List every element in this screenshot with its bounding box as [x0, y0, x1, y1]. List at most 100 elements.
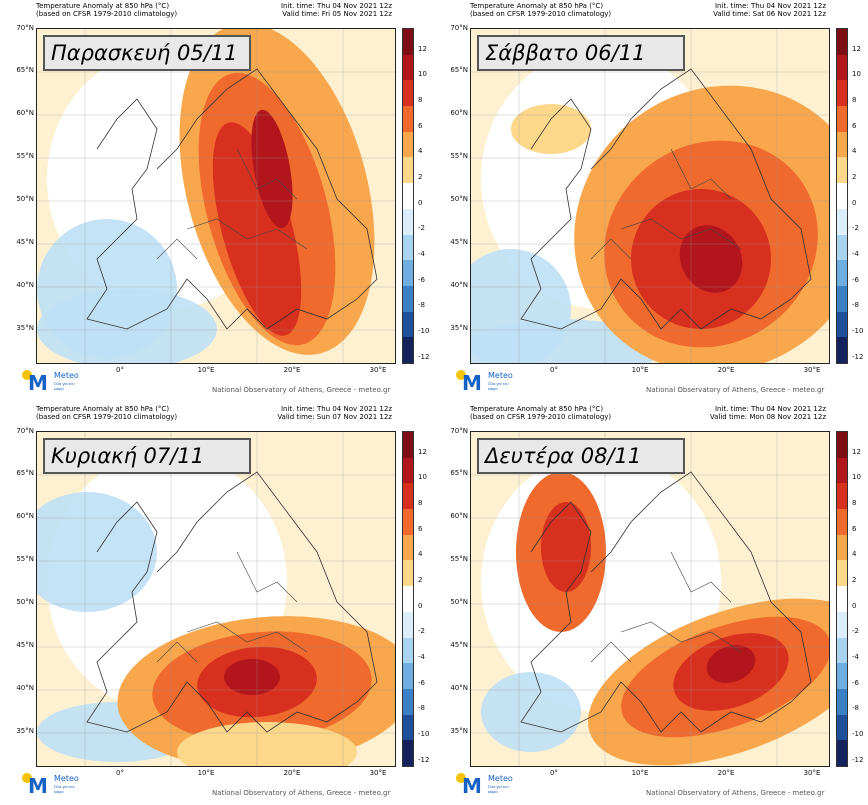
latitude-label: 55°N [16, 555, 34, 563]
colorbar-label: -2 [852, 224, 859, 233]
colorbar-label: 4 [852, 147, 857, 156]
latitude-label: 70°N [450, 427, 468, 435]
anomaly-map: Κυριακή 07/11 [36, 431, 396, 767]
longitude-label: 0° [550, 769, 558, 777]
colorbar-label: 0 [418, 601, 423, 610]
colorbar-label: 0 [852, 601, 857, 610]
longitude-label: 0° [116, 769, 124, 777]
colorbar-swatch [837, 457, 847, 484]
logo-mark: M [462, 371, 482, 395]
latitude-label: 55°N [450, 152, 468, 160]
colorbar-swatch [837, 560, 847, 587]
colorbar-swatch [837, 637, 847, 664]
longitude-label: 0° [116, 366, 124, 374]
colorbar-label: -8 [418, 301, 425, 310]
colorbar-swatch [837, 688, 847, 715]
colorbar-swatch [837, 208, 847, 235]
longitude-label: 10°E [631, 366, 649, 374]
colorbar-swatch [837, 714, 847, 741]
colorbar-label: 4 [852, 550, 857, 559]
time-info: Init. time: Thu 04 Nov 2021 12z Valid ti… [270, 2, 392, 18]
latitude-label: 35°N [450, 727, 468, 735]
credit-text: National Observatory of Athens, Greece -… [212, 789, 391, 797]
colorbar-label: 6 [852, 524, 857, 533]
credit-text: National Observatory of Athens, Greece -… [646, 789, 825, 797]
coastline [86, 68, 378, 330]
longitude-label: 20°E [283, 366, 301, 374]
init-time: Init. time: Thu 04 Nov 2021 12z [280, 2, 392, 10]
borders [590, 148, 742, 260]
valid-time: Valid time: Mon 08 Nov 2021 12z [709, 413, 826, 421]
colorbar-label: -2 [852, 627, 859, 636]
colorbar-swatch [403, 560, 413, 587]
product-title: Temperature Anomaly at 850 hPa (°C) (bas… [36, 405, 177, 421]
valid-time: Valid time: Sat 06 Nov 2021 12z [713, 10, 826, 18]
logo-tagline: Όλα για τον καιρό [488, 381, 509, 391]
colorbar-label: 10 [418, 70, 427, 79]
colorbar-swatch [837, 80, 847, 107]
colorbar-label: 10 [852, 473, 861, 482]
colorbar-swatch [837, 611, 847, 638]
colorbar-label: 8 [418, 95, 423, 104]
colorbar-label: -6 [852, 275, 859, 284]
colorbar-label: -8 [852, 301, 859, 310]
warm-anomaly-3 [706, 645, 756, 683]
day-label: Παρασκευή 05/11 [43, 35, 251, 71]
colorbar-swatch [837, 432, 847, 458]
warm-anomaly-3 [251, 109, 293, 229]
colorbar-swatch [837, 157, 847, 184]
colorbar-label: -6 [418, 275, 425, 284]
borders [156, 148, 308, 260]
colorbar-swatch [837, 131, 847, 158]
longitude-label: 20°E [717, 366, 735, 374]
latitude-label: 45°N [450, 238, 468, 246]
colorbar-label: 6 [418, 121, 423, 130]
latitude-label: 70°N [16, 427, 34, 435]
colorbar-label: -2 [418, 224, 425, 233]
colorbar-label: -4 [418, 653, 425, 662]
product-line-1: Temperature Anomaly at 850 hPa (°C) [36, 405, 170, 413]
colorbar-label: -2 [418, 627, 425, 636]
longitude-label: 20°E [717, 769, 735, 777]
colorbar-swatch [837, 337, 847, 363]
colorbar-label: -12 [852, 352, 864, 361]
colorbar-label: 12 [852, 447, 861, 456]
latitude-label: 65°N [450, 469, 468, 477]
colorbar-label: -4 [852, 250, 859, 259]
colorbar-label: -4 [852, 653, 859, 662]
cold-anomaly-0 [37, 492, 157, 612]
latitude-label: 40°N [16, 684, 34, 692]
longitude-label: 30°E [369, 769, 387, 777]
colorbar-label: -10 [418, 327, 430, 336]
sun-icon [22, 773, 32, 783]
latitude-label: 40°N [450, 281, 468, 289]
latitude-label: 60°N [16, 512, 34, 520]
colorbar-swatch [403, 740, 413, 766]
colorbar-swatch [403, 483, 413, 510]
warm-anomaly-4 [511, 104, 591, 154]
latitude-label: 50°N [450, 598, 468, 606]
latitude-label: 65°N [450, 66, 468, 74]
product-line-1: Temperature Anomaly at 850 hPa (°C) [470, 2, 604, 10]
latitude-label: 40°N [450, 684, 468, 692]
logo-mark: M [28, 371, 48, 395]
sun-icon [456, 773, 466, 783]
colorbar-swatch [837, 54, 847, 81]
product-line-1: Temperature Anomaly at 850 hPa (°C) [470, 405, 604, 413]
init-time: Init. time: Thu 04 Nov 2021 12z [714, 405, 826, 413]
colorbar-swatch [403, 80, 413, 107]
latitude-label: 65°N [16, 469, 34, 477]
longitude-label: 10°E [197, 769, 215, 777]
longitude-label: 0° [550, 366, 558, 374]
colorbar-label: 4 [418, 147, 423, 156]
product-line-2: (based on CFSR 1979-2010 climatology) [36, 10, 178, 18]
colorbar-label: 0 [852, 198, 857, 207]
anomaly-map: Δευτέρα 08/11 [470, 431, 830, 767]
latitude-label: 60°N [16, 109, 34, 117]
forecast-panel-1: Temperature Anomaly at 850 hPa (°C) (bas… [0, 0, 434, 402]
cold-anomaly-1 [37, 289, 217, 363]
colorbar-swatch [403, 131, 413, 158]
colorbar-label: 2 [418, 173, 423, 181]
colorbar-label: 8 [418, 498, 423, 507]
time-info: Init. time: Thu 04 Nov 2021 12z Valid ti… [704, 2, 826, 18]
